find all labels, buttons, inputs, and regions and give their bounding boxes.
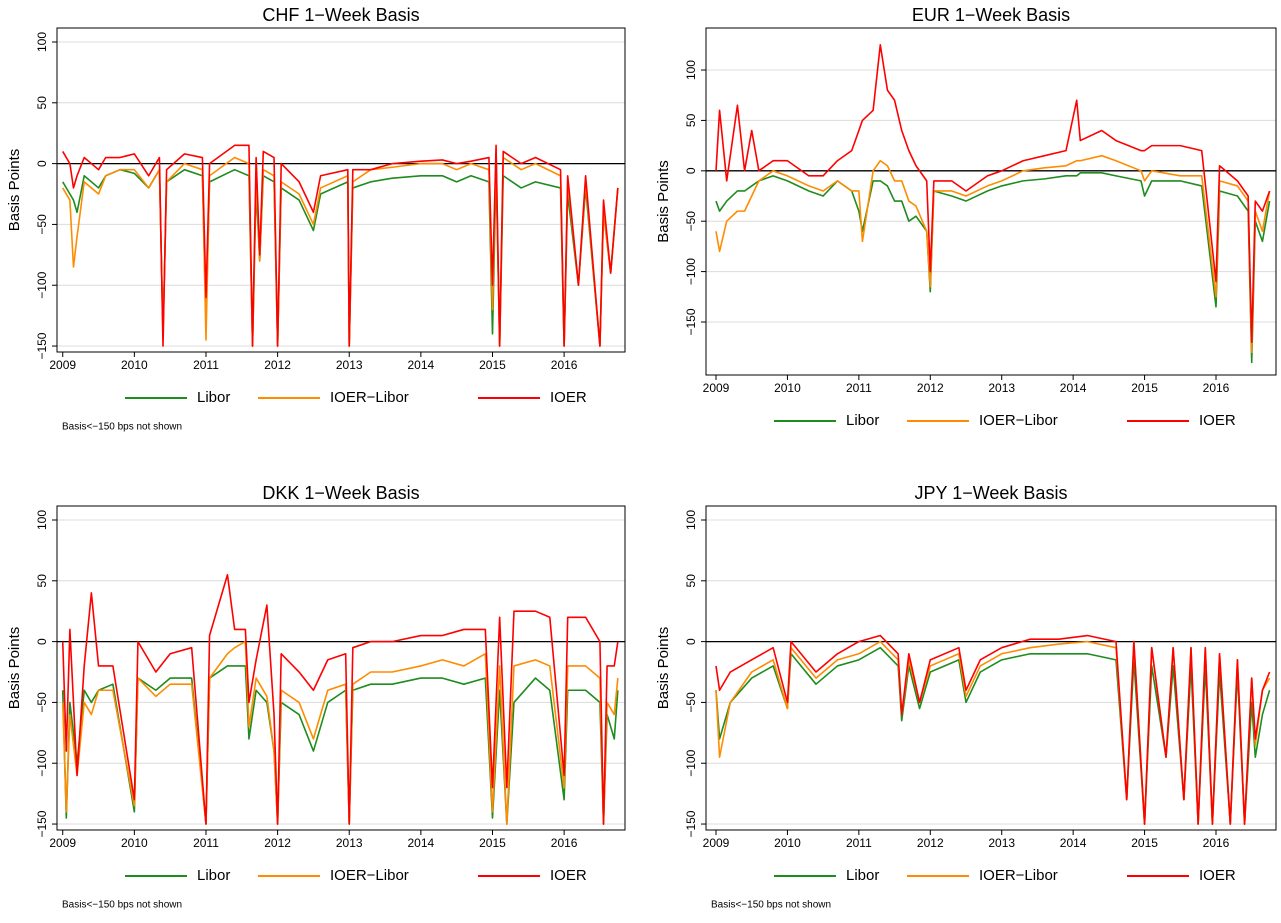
chart-panel: CHF 1−Week Basis Basis Points −150 −100 −50 0… [6, 5, 626, 433]
y-tick-label: −100 [684, 258, 698, 285]
chart-title: JPY 1−Week Basis [915, 483, 1068, 503]
legend-label: Libor [197, 867, 230, 884]
y-axis-title: Basis Points [655, 627, 672, 710]
footnote: Basis<−150 bps not shown [62, 900, 182, 911]
y-tick-label: 0 [35, 638, 49, 645]
x-tick-label: 2013 [336, 836, 363, 850]
x-tick-label: 2013 [988, 381, 1015, 395]
y-tick-label: −50 [684, 692, 698, 713]
legend-label: IOER [1199, 412, 1236, 429]
x-tick-label: 2016 [551, 836, 578, 850]
x-tick-label: 2014 [408, 836, 435, 850]
series-line [715, 44, 1271, 343]
x-tick-label: 2011 [193, 836, 219, 850]
y-tick-label: 0 [684, 167, 698, 174]
x-tick-label: 2015 [1131, 381, 1158, 395]
x-tick-label: 2011 [193, 358, 219, 372]
y-tick-label: −150 [35, 332, 49, 359]
legend-label: IOER [1199, 867, 1236, 884]
series-line [62, 150, 619, 347]
y-axis-title: Basis Points [6, 627, 23, 710]
legend-label: IOER−Libor [979, 867, 1058, 884]
y-tick-label: 100 [684, 510, 698, 530]
legend-label: IOER−Libor [330, 867, 409, 884]
y-tick-label: −150 [684, 810, 698, 837]
legend-label: Libor [197, 389, 230, 406]
y-tick-label: 50 [684, 113, 698, 127]
y-tick-label: −100 [35, 749, 49, 776]
x-tick-label: 2015 [479, 358, 506, 372]
legend-label: Libor [846, 867, 879, 884]
chart-panel: JPY 1−Week Basis Basis Points −150 −100 −50 0… [655, 483, 1277, 911]
x-tick-label: 2010 [774, 381, 801, 395]
x-tick-label: 2012 [264, 358, 291, 372]
chart-title: EUR 1−Week Basis [912, 5, 1070, 25]
series-line [715, 172, 1271, 364]
y-tick-label: 0 [35, 160, 49, 167]
y-tick-label: −150 [684, 308, 698, 335]
y-tick-label: 100 [35, 510, 49, 530]
plot-frame [56, 27, 626, 353]
legend-label: IOER−Libor [330, 389, 409, 406]
x-tick-label: 2011 [846, 381, 872, 395]
x-tick-label: 2009 [703, 381, 730, 395]
y-tick-label: 100 [35, 32, 49, 52]
y-tick-label: 100 [684, 60, 698, 80]
x-tick-label: 2012 [917, 836, 944, 850]
y-tick-label: 50 [35, 574, 49, 588]
x-tick-label: 2012 [264, 836, 291, 850]
series-line [61, 573, 619, 825]
series-line [61, 665, 619, 825]
x-tick-label: 2014 [408, 358, 435, 372]
y-tick-label: 50 [684, 574, 698, 588]
x-tick-label: 2016 [1203, 381, 1230, 395]
series-line [715, 154, 1271, 354]
plot-frame [705, 505, 1277, 831]
y-tick-label: −50 [35, 692, 49, 713]
y-tick-label: −100 [35, 271, 49, 298]
x-tick-label: 2009 [49, 358, 76, 372]
x-tick-label: 2015 [1131, 836, 1158, 850]
chart-title: CHF 1−Week Basis [262, 5, 419, 25]
x-tick-label: 2010 [774, 836, 801, 850]
legend-label: Libor [846, 412, 879, 429]
series-line [61, 640, 619, 825]
chart-title: DKK 1−Week Basis [262, 483, 419, 503]
x-tick-label: 2011 [846, 836, 872, 850]
x-tick-label: 2010 [121, 358, 148, 372]
x-tick-label: 2013 [336, 358, 363, 372]
series-line [62, 168, 619, 347]
footnote: Basis<−150 bps not shown [62, 422, 182, 433]
x-tick-label: 2016 [1203, 836, 1230, 850]
chart-panel: DKK 1−Week Basis Basis Points −150 −100 −50 0… [6, 483, 626, 911]
x-tick-label: 2009 [703, 836, 730, 850]
x-tick-label: 2013 [988, 836, 1015, 850]
x-tick-label: 2015 [479, 836, 506, 850]
y-axis-title: Basis Points [6, 149, 23, 232]
chart-panel: EUR 1−Week Basis Basis Points −150 −100 −50 0… [655, 5, 1277, 429]
y-axis-title: Basis Points [655, 160, 672, 243]
x-tick-label: 2010 [121, 836, 148, 850]
x-tick-label: 2016 [551, 358, 578, 372]
legend-label: IOER [550, 389, 587, 406]
y-tick-label: 50 [35, 96, 49, 110]
series-line [715, 634, 1271, 825]
x-tick-label: 2009 [49, 836, 76, 850]
plot-frame [56, 505, 626, 831]
y-tick-label: −50 [35, 214, 49, 235]
y-tick-label: −150 [35, 810, 49, 837]
legend-label: IOER [550, 867, 587, 884]
y-tick-label: 0 [684, 638, 698, 645]
y-tick-label: −50 [684, 211, 698, 232]
x-tick-label: 2014 [1060, 836, 1087, 850]
x-tick-label: 2012 [917, 381, 944, 395]
y-tick-label: −100 [684, 749, 698, 776]
plot-frame [705, 27, 1277, 376]
x-tick-label: 2014 [1060, 381, 1087, 395]
series-line [62, 144, 619, 347]
footnote: Basis<−150 bps not shown [711, 900, 831, 911]
legend-label: IOER−Libor [979, 412, 1058, 429]
